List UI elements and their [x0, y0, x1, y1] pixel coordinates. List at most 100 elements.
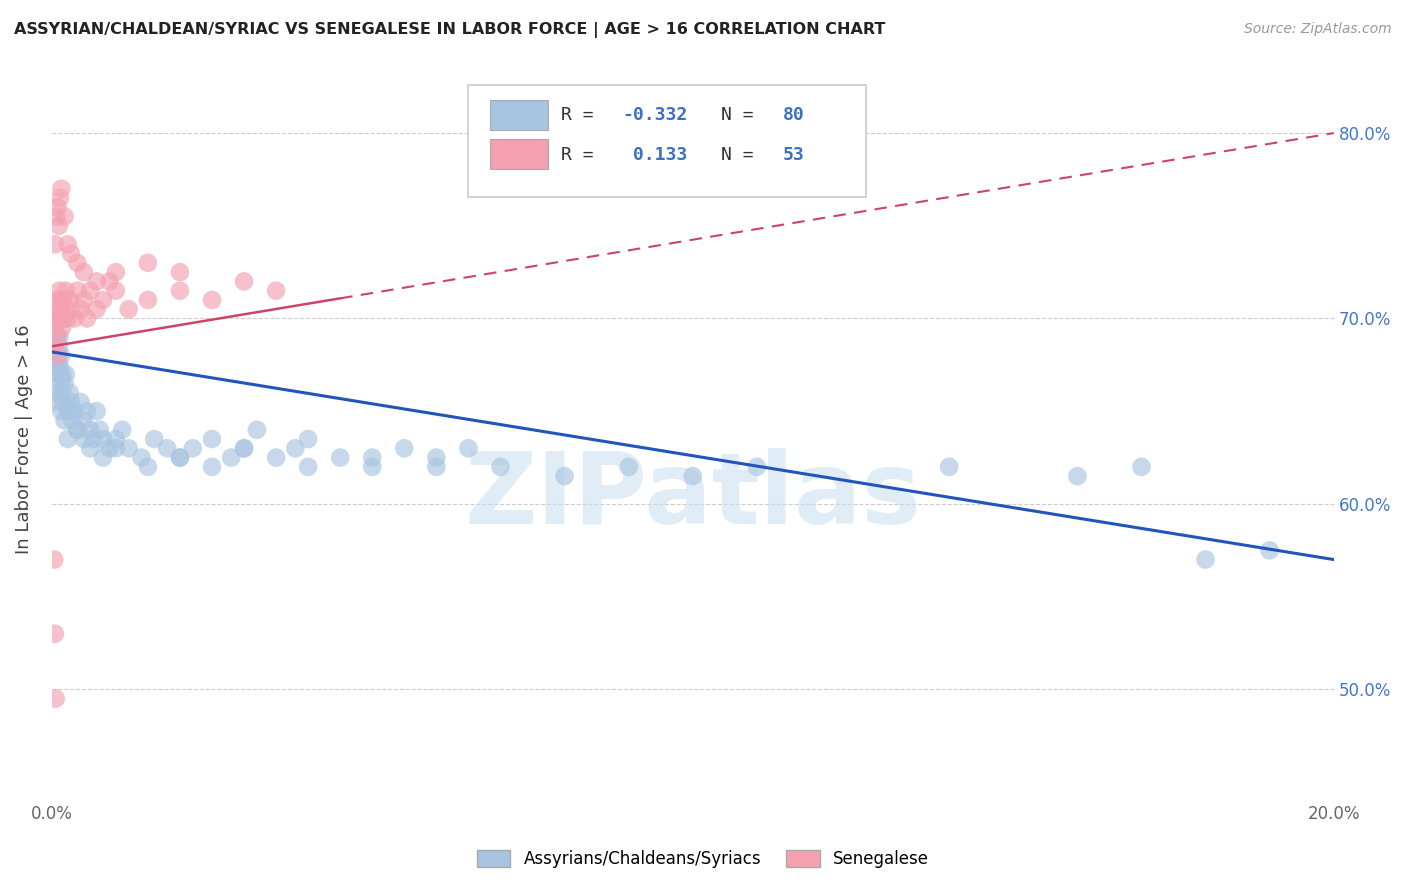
Text: 80: 80: [783, 106, 804, 124]
Point: [51, 349, 73, 363]
Point: [49, 191, 72, 205]
Point: [264, 450, 287, 465]
Point: [51, 404, 73, 418]
Point: [49, 367, 72, 381]
Point: [118, 442, 141, 456]
Point: [246, 423, 269, 437]
Point: [44, 320, 66, 334]
Point: [56, 311, 79, 326]
Point: [136, 293, 159, 307]
Point: [59, 246, 82, 260]
Point: [53, 413, 76, 427]
Point: [73, 293, 96, 307]
Point: [45, 302, 67, 317]
Point: [45, 311, 67, 326]
Point: [45, 210, 67, 224]
Text: ASSYRIAN/CHALDEAN/SYRIAC VS SENEGALESE IN LABOR FORCE | AGE > 16 CORRELATION CHA: ASSYRIAN/CHALDEAN/SYRIAC VS SENEGALESE I…: [14, 22, 886, 38]
Point: [49, 376, 72, 391]
Point: [46, 349, 69, 363]
Point: [554, 469, 576, 483]
Point: [69, 395, 91, 409]
Point: [56, 237, 79, 252]
Point: [425, 459, 447, 474]
Point: [60, 413, 83, 427]
Point: [56, 404, 79, 418]
Point: [98, 274, 121, 288]
Point: [156, 442, 179, 456]
Point: [329, 450, 352, 465]
Point: [489, 459, 512, 474]
Point: [45, 367, 67, 381]
Point: [86, 302, 108, 317]
Point: [44, 626, 66, 640]
Point: [52, 367, 75, 381]
Point: [143, 432, 166, 446]
Point: [1194, 552, 1216, 566]
Point: [79, 423, 101, 437]
Point: [169, 284, 191, 298]
Point: [55, 284, 77, 298]
Point: [59, 385, 82, 400]
Point: [76, 404, 98, 418]
Point: [79, 442, 101, 456]
Point: [53, 210, 76, 224]
Text: R =: R =: [561, 106, 605, 124]
Text: R =: R =: [561, 145, 605, 164]
Point: [617, 459, 640, 474]
Point: [51, 320, 73, 334]
Point: [425, 450, 447, 465]
Point: [1130, 459, 1153, 474]
Point: [53, 376, 76, 391]
Point: [69, 302, 91, 317]
Point: [264, 284, 287, 298]
Point: [297, 432, 319, 446]
Point: [201, 293, 224, 307]
Point: [76, 311, 98, 326]
FancyBboxPatch shape: [491, 100, 548, 130]
Point: [66, 423, 89, 437]
Point: [136, 256, 159, 270]
Point: [44, 552, 66, 566]
Point: [233, 442, 256, 456]
Point: [745, 459, 768, 474]
Point: [104, 432, 127, 446]
Point: [52, 293, 75, 307]
Point: [45, 330, 67, 344]
Text: Source: ZipAtlas.com: Source: ZipAtlas.com: [1244, 22, 1392, 37]
Point: [233, 274, 256, 288]
Point: [73, 413, 96, 427]
Point: [56, 432, 79, 446]
Point: [55, 367, 77, 381]
Point: [104, 284, 127, 298]
Point: [66, 284, 89, 298]
Point: [89, 423, 111, 437]
Point: [91, 450, 114, 465]
FancyBboxPatch shape: [468, 85, 866, 197]
Point: [45, 395, 67, 409]
Point: [181, 442, 204, 456]
Point: [118, 302, 141, 317]
Point: [297, 459, 319, 474]
Point: [91, 432, 114, 446]
Point: [59, 395, 82, 409]
Point: [51, 182, 73, 196]
Point: [49, 311, 72, 326]
Text: 53: 53: [783, 145, 804, 164]
Point: [59, 404, 82, 418]
Point: [48, 358, 70, 372]
Point: [938, 459, 960, 474]
Point: [59, 293, 82, 307]
Point: [46, 358, 69, 372]
Point: [86, 404, 108, 418]
Point: [46, 385, 69, 400]
Point: [1066, 469, 1088, 483]
Point: [48, 311, 70, 326]
Point: [1258, 543, 1281, 558]
Point: [79, 284, 101, 298]
Point: [46, 330, 69, 344]
Point: [46, 200, 69, 214]
Point: [201, 432, 224, 446]
Point: [169, 450, 191, 465]
Point: [51, 302, 73, 317]
FancyBboxPatch shape: [491, 139, 548, 169]
